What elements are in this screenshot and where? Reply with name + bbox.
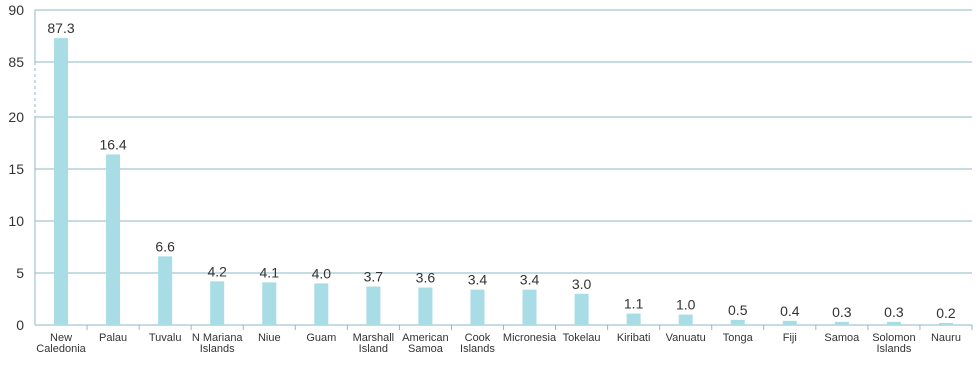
y-tick-label: 85 — [8, 54, 24, 70]
data-label: 4.1 — [260, 264, 280, 280]
data-label: 1.0 — [676, 297, 696, 313]
x-axis: New Caledonia Palau Tuvalu N Mariana Islands N… — [36, 325, 973, 355]
x-tick-label: Tuvalu — [149, 332, 182, 344]
y-tick-label: 10 — [8, 213, 24, 229]
bar — [886, 321, 901, 325]
y-tick-label: 0 — [16, 317, 24, 333]
bar — [678, 314, 693, 325]
x-tick-label: Nauru — [931, 332, 961, 344]
y-tick-label: 5 — [16, 265, 24, 281]
x-tick-label: Micronesia — [503, 332, 557, 344]
data-label: 1.1 — [624, 296, 644, 312]
x-tick-label: Solomon Islands — [872, 332, 915, 355]
y-tick-label: 15 — [8, 161, 24, 177]
bar — [626, 313, 641, 325]
data-label: 6.6 — [155, 238, 175, 254]
data-label: 0.5 — [728, 302, 748, 318]
y-tick-label: 20 — [8, 109, 24, 125]
data-label: 3.4 — [468, 272, 488, 288]
y-axis: 0 5 10 15 20 85 90 — [8, 2, 36, 333]
x-tick-label: Marshall Island — [353, 332, 395, 355]
x-tick-label: New Caledonia — [36, 332, 86, 355]
data-label: 4.0 — [312, 265, 332, 281]
data-label: 3.6 — [416, 270, 436, 286]
bar — [522, 289, 537, 325]
data-label: 0.4 — [780, 303, 800, 319]
bar — [834, 321, 849, 325]
y-tick-label: 90 — [8, 2, 24, 18]
data-label: 0.3 — [832, 304, 852, 320]
x-tick-label: Tokelau — [563, 332, 601, 344]
bar — [366, 286, 381, 325]
x-tick-label: Tonga — [723, 332, 754, 344]
x-tick-label: Palau — [99, 332, 127, 344]
bar — [730, 319, 745, 325]
data-label: 16.4 — [99, 136, 126, 152]
bar — [106, 154, 121, 325]
bar — [158, 256, 173, 325]
x-tick-label: N Mariana Islands — [192, 332, 244, 355]
grid-lines — [35, 9, 972, 326]
data-label: 87.3 — [47, 20, 74, 36]
x-tick-label: Vanuatu — [666, 332, 706, 344]
bar — [418, 287, 433, 325]
data-label: 3.0 — [572, 276, 592, 292]
x-tick-label: Cook Islands — [460, 332, 495, 355]
x-tick-label: Samoa — [824, 332, 860, 344]
data-label: 4.2 — [207, 263, 227, 279]
data-labels: 87.3 16.4 6.6 4.2 4.1 4.0 3.7 3.6 3.4 3.4 3.0 1.1 1.… — [47, 20, 956, 321]
x-tick-label: Guam — [306, 332, 336, 344]
x-tick-label: Kiribati — [617, 332, 651, 344]
data-label: 3.4 — [520, 272, 540, 288]
x-tick-label: American Samoa — [402, 332, 448, 355]
x-tick-label: Niue — [258, 332, 281, 344]
bars — [54, 38, 953, 325]
bar — [314, 283, 329, 325]
x-tick-label: Fiji — [783, 332, 797, 344]
bar — [782, 320, 797, 325]
bar — [210, 281, 225, 325]
bar — [54, 38, 69, 325]
bar — [262, 282, 277, 325]
bar — [938, 322, 953, 325]
bar — [470, 289, 485, 325]
data-label: 0.2 — [936, 305, 956, 321]
data-label: 3.7 — [364, 269, 384, 285]
data-label: 0.3 — [884, 304, 904, 320]
bar — [574, 293, 589, 325]
